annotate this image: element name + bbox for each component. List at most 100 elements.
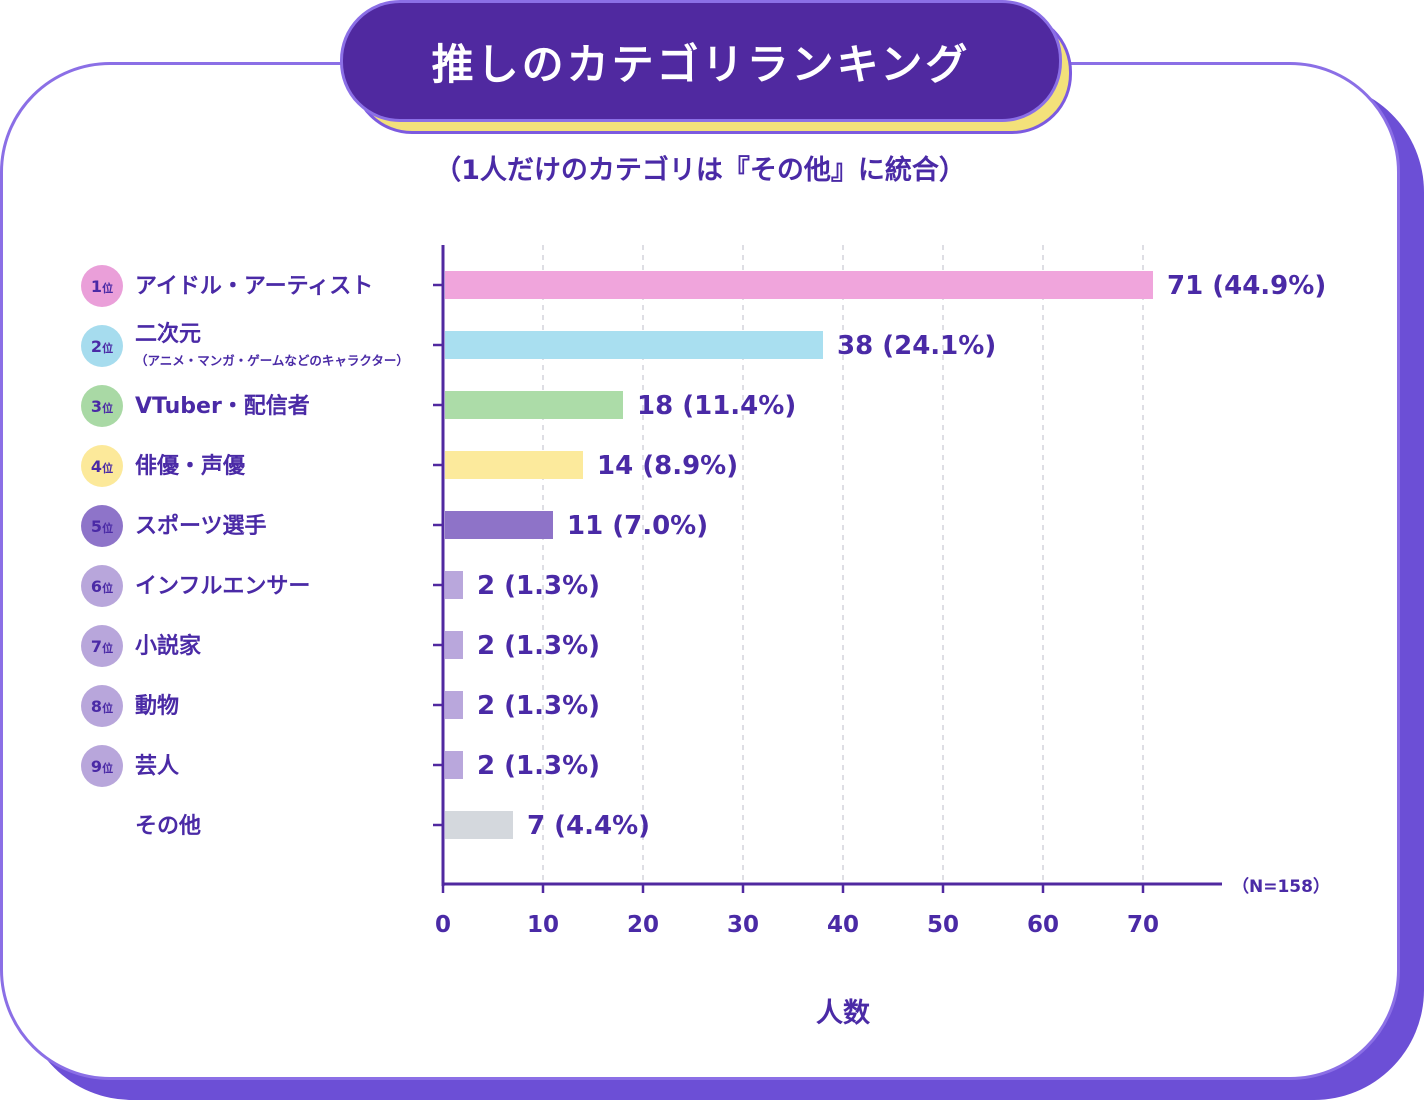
rank-suffix: 位 (102, 641, 113, 655)
category-label: インフルエンサー (135, 574, 310, 599)
bar (445, 451, 583, 479)
x-tick-label: 30 (727, 912, 759, 938)
x-tick-label: 40 (827, 912, 859, 938)
title-banner: 推しのカテゴリランキング (340, 0, 1062, 122)
rank-badge-label: 2位 (91, 337, 113, 356)
rank-number: 7 (91, 637, 102, 656)
sample-size-note: （N=158） (1232, 876, 1330, 897)
data-label-percent: (1.3%) (504, 631, 600, 661)
rank-badge (81, 385, 123, 427)
rank-number: 1 (91, 277, 102, 296)
x-tick-label: 60 (1027, 912, 1059, 938)
category-label: 二次元 (135, 321, 201, 347)
rank-suffix: 位 (102, 401, 113, 415)
data-label-value: 14 (597, 451, 642, 481)
rank-badge (81, 265, 123, 307)
rank-badge-label: 7位 (91, 637, 113, 656)
rank-badge-label: 6位 (91, 577, 113, 596)
rank-number: 6 (91, 577, 102, 596)
data-label: 11 (7.0%) (567, 511, 708, 541)
rank-badge-label: 5位 (91, 517, 113, 536)
category-sublabel: （アニメ・マンガ・ゲームなどのキャラクター） (135, 353, 409, 368)
rank-suffix: 位 (102, 341, 113, 355)
rank-number: 5 (91, 517, 102, 536)
rank-number: 9 (91, 757, 102, 776)
data-label: 71 (44.9%) (1167, 271, 1326, 301)
data-label-percent: (1.3%) (504, 751, 600, 781)
category-label: VTuber・配信者 (135, 393, 310, 419)
data-label-value: 2 (477, 691, 504, 721)
rank-badge-label: 3位 (91, 397, 113, 416)
data-label-percent: (4.4%) (554, 811, 650, 841)
rank-badge-label: 1位 (91, 277, 113, 296)
rank-badge (81, 445, 123, 487)
rank-number: 8 (91, 697, 102, 716)
chart-subtitle: （1人だけのカテゴリは『その他』に統合） (434, 155, 966, 186)
bar (445, 811, 513, 839)
data-label: 2 (1.3%) (477, 631, 600, 661)
rank-number: 3 (91, 397, 102, 416)
data-label-percent: (11.4%) (682, 391, 796, 421)
rank-badge-label: 8位 (91, 697, 113, 716)
rank-suffix: 位 (102, 461, 113, 475)
rank-number: 4 (91, 457, 102, 476)
data-label-percent: (44.9%) (1212, 271, 1326, 301)
data-label-value: 38 (837, 331, 882, 361)
category-label: スポーツ選手 (135, 513, 267, 539)
data-label-value: 7 (527, 811, 554, 841)
data-label: 2 (1.3%) (477, 751, 600, 781)
data-label-value: 2 (477, 751, 504, 781)
data-label: 38 (24.1%) (837, 331, 996, 361)
category-label: 俳優・声優 (135, 454, 246, 479)
x-tick-label: 20 (627, 912, 659, 938)
category-label: アイドル・アーティスト (135, 274, 373, 299)
bar (445, 631, 463, 659)
rank-badge (81, 325, 123, 367)
data-label-percent: (1.3%) (504, 571, 600, 601)
rank-suffix: 位 (102, 521, 113, 535)
data-label: 18 (11.4%) (637, 391, 796, 421)
category-label: 小説家 (135, 633, 202, 659)
page-title: 推しのカテゴリランキング (431, 39, 971, 89)
data-label-percent: (1.3%) (504, 691, 600, 721)
data-label-value: 18 (637, 391, 682, 421)
category-label: 動物 (135, 693, 179, 719)
data-label: 7 (4.4%) (527, 811, 650, 841)
data-label-value: 11 (567, 511, 612, 541)
data-label-value: 2 (477, 631, 504, 661)
bar (445, 511, 553, 539)
rank-badge (81, 505, 123, 547)
data-label-percent: (24.1%) (882, 331, 996, 361)
rank-badge (81, 565, 123, 607)
data-label-value: 71 (1167, 271, 1212, 301)
bar (445, 271, 1153, 299)
data-label-percent: (8.9%) (642, 451, 738, 481)
data-label: 14 (8.9%) (597, 451, 738, 481)
x-tick-label: 0 (435, 912, 451, 938)
bar (445, 571, 463, 599)
bar (445, 751, 463, 779)
category-label: 芸人 (135, 753, 179, 779)
rank-suffix: 位 (102, 701, 113, 715)
rank-badge-label: 9位 (91, 757, 113, 776)
data-label-percent: (7.0%) (612, 511, 708, 541)
rank-badge (81, 685, 123, 727)
data-label: 2 (1.3%) (477, 691, 600, 721)
rank-suffix: 位 (102, 761, 113, 775)
chart-card (0, 62, 1400, 1080)
bar (445, 691, 463, 719)
x-tick-label: 10 (527, 912, 559, 938)
rank-badge (81, 745, 123, 787)
x-tick-label: 50 (927, 912, 959, 938)
bar (445, 331, 823, 359)
category-label: その他 (135, 814, 201, 839)
rank-badge (81, 625, 123, 667)
data-label: 2 (1.3%) (477, 571, 600, 601)
rank-badge-label: 4位 (91, 457, 113, 476)
rank-number: 2 (91, 337, 102, 356)
data-label-value: 2 (477, 571, 504, 601)
x-axis-title: 人数 (816, 998, 871, 1029)
bar (445, 391, 623, 419)
rank-suffix: 位 (102, 281, 113, 295)
